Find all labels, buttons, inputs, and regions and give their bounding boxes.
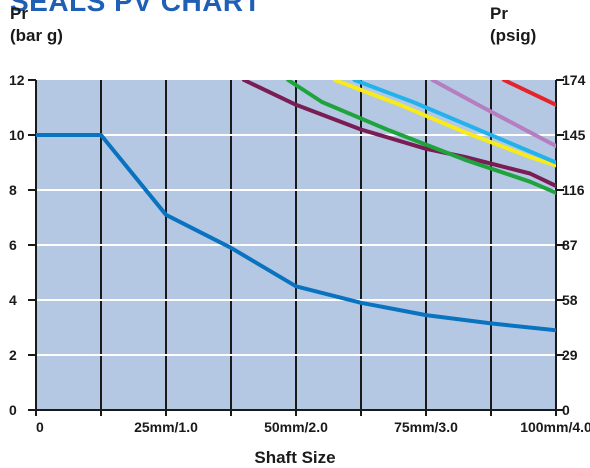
chart-title: SEALS PV CHART — [10, 0, 262, 17]
y-tick-label-right: 174 — [562, 72, 586, 88]
y-tick-label-right: 145 — [562, 127, 586, 143]
series-line-7 — [502, 80, 556, 107]
y-tick-label-right: 0 — [562, 402, 570, 418]
y-tick-label-right: 116 — [562, 182, 585, 198]
left-axis-label-line-2: (bar g) — [10, 26, 63, 45]
x-tick-label: 25mm/1.0 — [134, 419, 198, 435]
y-tick-label-right: 87 — [562, 237, 578, 253]
left-axis-label: Pr (bar g) — [10, 3, 63, 47]
y-tick-label-left: 8 — [9, 182, 17, 198]
y-tick-label-right: 29 — [562, 347, 578, 363]
x-tick-label: 0 — [36, 419, 44, 435]
x-tick-label: 100mm/4.0 — [520, 419, 590, 435]
right-axis-label-line-1: Pr — [490, 4, 508, 23]
y-tick-label-left: 12 — [9, 72, 25, 88]
left-axis-label-line-1: Pr — [10, 4, 28, 23]
y-tick-label-left: 6 — [9, 237, 17, 253]
x-axis-label: Shaft Size — [254, 448, 336, 467]
y-tick-label-left: 2 — [9, 347, 17, 363]
series-line-5 — [352, 80, 556, 165]
y-tick-label-left: 10 — [9, 127, 25, 143]
y-tick-label-left: 0 — [9, 402, 17, 418]
series-line-4 — [333, 80, 556, 168]
y-tick-label-right: 58 — [562, 292, 578, 308]
series-line-3 — [286, 80, 556, 195]
x-tick-label: 75mm/3.0 — [394, 419, 458, 435]
y-tick-label-left: 4 — [9, 292, 17, 308]
x-tick-label: 50mm/2.0 — [264, 419, 328, 435]
series-line-6 — [430, 80, 556, 148]
series-line-2 — [242, 80, 556, 188]
series-line-1 — [36, 133, 556, 333]
right-axis-label: Pr (psig) — [490, 3, 536, 47]
right-axis-label-line-2: (psig) — [490, 26, 537, 45]
